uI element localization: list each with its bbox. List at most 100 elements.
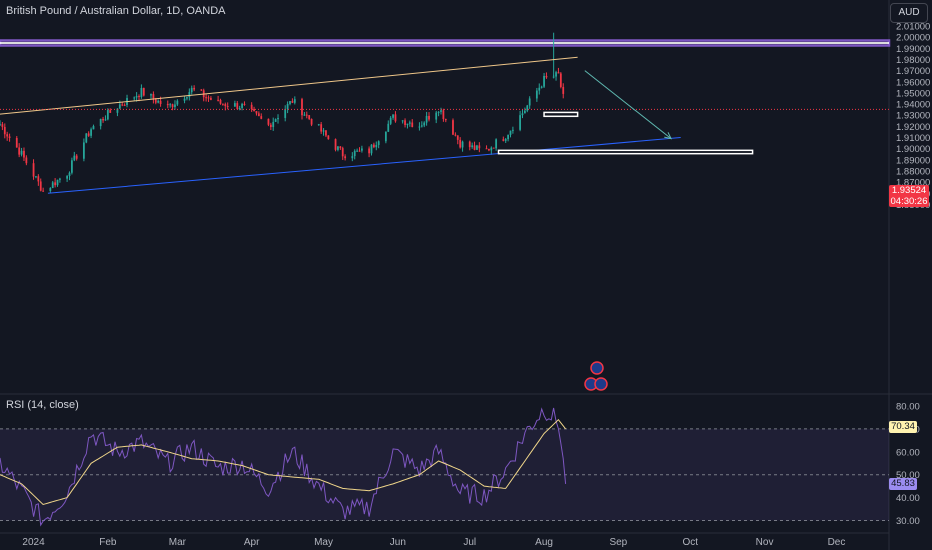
support-zone-1 (543, 111, 579, 118)
candle-body (121, 104, 124, 106)
candle-body (133, 97, 136, 99)
candle-body (102, 118, 104, 121)
candle-body (109, 110, 112, 113)
candle-body (90, 129, 92, 136)
candle-body (39, 181, 42, 191)
candle-body (221, 103, 224, 105)
candle-body (3, 126, 6, 135)
candle-body (159, 100, 162, 105)
candle-body (87, 133, 90, 136)
candle-body (6, 134, 9, 137)
candle-body (23, 150, 25, 158)
candle-body (238, 107, 241, 109)
candle-body (68, 172, 71, 177)
candle-body (226, 106, 229, 108)
price-tick-label: 1.87000 (896, 178, 930, 189)
rsi-line (0, 407, 567, 527)
candle-body (59, 178, 61, 180)
candle-body (56, 179, 59, 186)
candle-body (440, 110, 442, 112)
candle-body (555, 72, 557, 77)
candle-body (404, 120, 406, 125)
candle-body (82, 142, 85, 159)
candle-body (152, 94, 155, 100)
candle-body (51, 182, 54, 189)
candle-body (207, 97, 210, 99)
candle-body (389, 117, 392, 124)
rsi-tick-label: 50.00 (896, 470, 920, 481)
candle-body (260, 116, 263, 119)
currency-button[interactable]: AUD (890, 3, 928, 23)
time-tick-label: Mar (169, 537, 187, 548)
candle-body (325, 130, 327, 136)
candle-body (492, 147, 495, 149)
event-flag-icon (594, 377, 608, 391)
candle-body (236, 103, 239, 109)
candle-body (461, 141, 464, 148)
candle-body (135, 96, 138, 98)
candle-body (538, 87, 541, 91)
candle-body (552, 76, 555, 78)
candle-body (150, 94, 152, 96)
candle-body (358, 150, 361, 152)
candle-body (42, 190, 45, 192)
upper-trendline (0, 56, 578, 115)
time-tick-label: Jul (463, 537, 476, 548)
candle-body (375, 144, 378, 148)
candle-body (37, 176, 40, 182)
candle-body (406, 123, 409, 125)
time-tick-label: Nov (756, 537, 774, 548)
candle-body (509, 130, 512, 135)
candle-body (339, 146, 342, 149)
candle-body (106, 110, 109, 120)
candle-body (521, 113, 524, 116)
candle-body (277, 117, 279, 120)
candle-body (138, 96, 140, 98)
time-tick-label: 2024 (22, 537, 45, 548)
candle-body (257, 113, 260, 117)
candle-body (85, 133, 88, 143)
rsi-ma-line (0, 418, 566, 506)
candle-body (411, 122, 414, 127)
projection-arrow (584, 70, 672, 140)
candle-body (512, 129, 514, 131)
candle-body (559, 73, 562, 87)
candle-body (473, 145, 476, 150)
candle-body (372, 144, 375, 148)
candle-body (502, 139, 505, 141)
candle-body (456, 135, 459, 140)
candle-body (190, 87, 193, 93)
candle-body (253, 108, 255, 112)
candle-body (193, 87, 196, 90)
candle-body (485, 148, 488, 150)
candle-body (344, 156, 347, 159)
candle-body (66, 176, 69, 179)
candle-body (272, 121, 275, 128)
candle-body (123, 104, 126, 106)
time-tick-label: May (314, 537, 333, 548)
price-tick-label: 2.00000 (896, 33, 930, 44)
price-tick-label: 2.01000 (896, 22, 930, 33)
candle-body (377, 141, 380, 145)
price-tick-label: 1.93000 (896, 111, 930, 122)
price-tick-label: 1.98000 (896, 55, 930, 66)
candle-body (327, 135, 330, 140)
candle-body (75, 155, 78, 159)
candle-body (420, 125, 423, 127)
candle-body (320, 124, 323, 132)
candle-body (418, 126, 421, 128)
candle-body (0, 124, 1, 126)
price-tick-label: 1.95000 (896, 88, 930, 99)
time-tick-label: Jun (390, 537, 406, 548)
candle-body (387, 123, 390, 132)
symbol-title: British Pound / Australian Dollar, 1D, O… (6, 5, 226, 17)
candle-body (116, 108, 119, 113)
rsi-ma-badge: 45.83 (889, 478, 917, 490)
candle-body (471, 145, 474, 148)
resistance-band-fill (0, 41, 889, 45)
candle-body (176, 100, 179, 105)
candle-body (401, 120, 404, 122)
time-tick-label: Oct (682, 537, 698, 548)
